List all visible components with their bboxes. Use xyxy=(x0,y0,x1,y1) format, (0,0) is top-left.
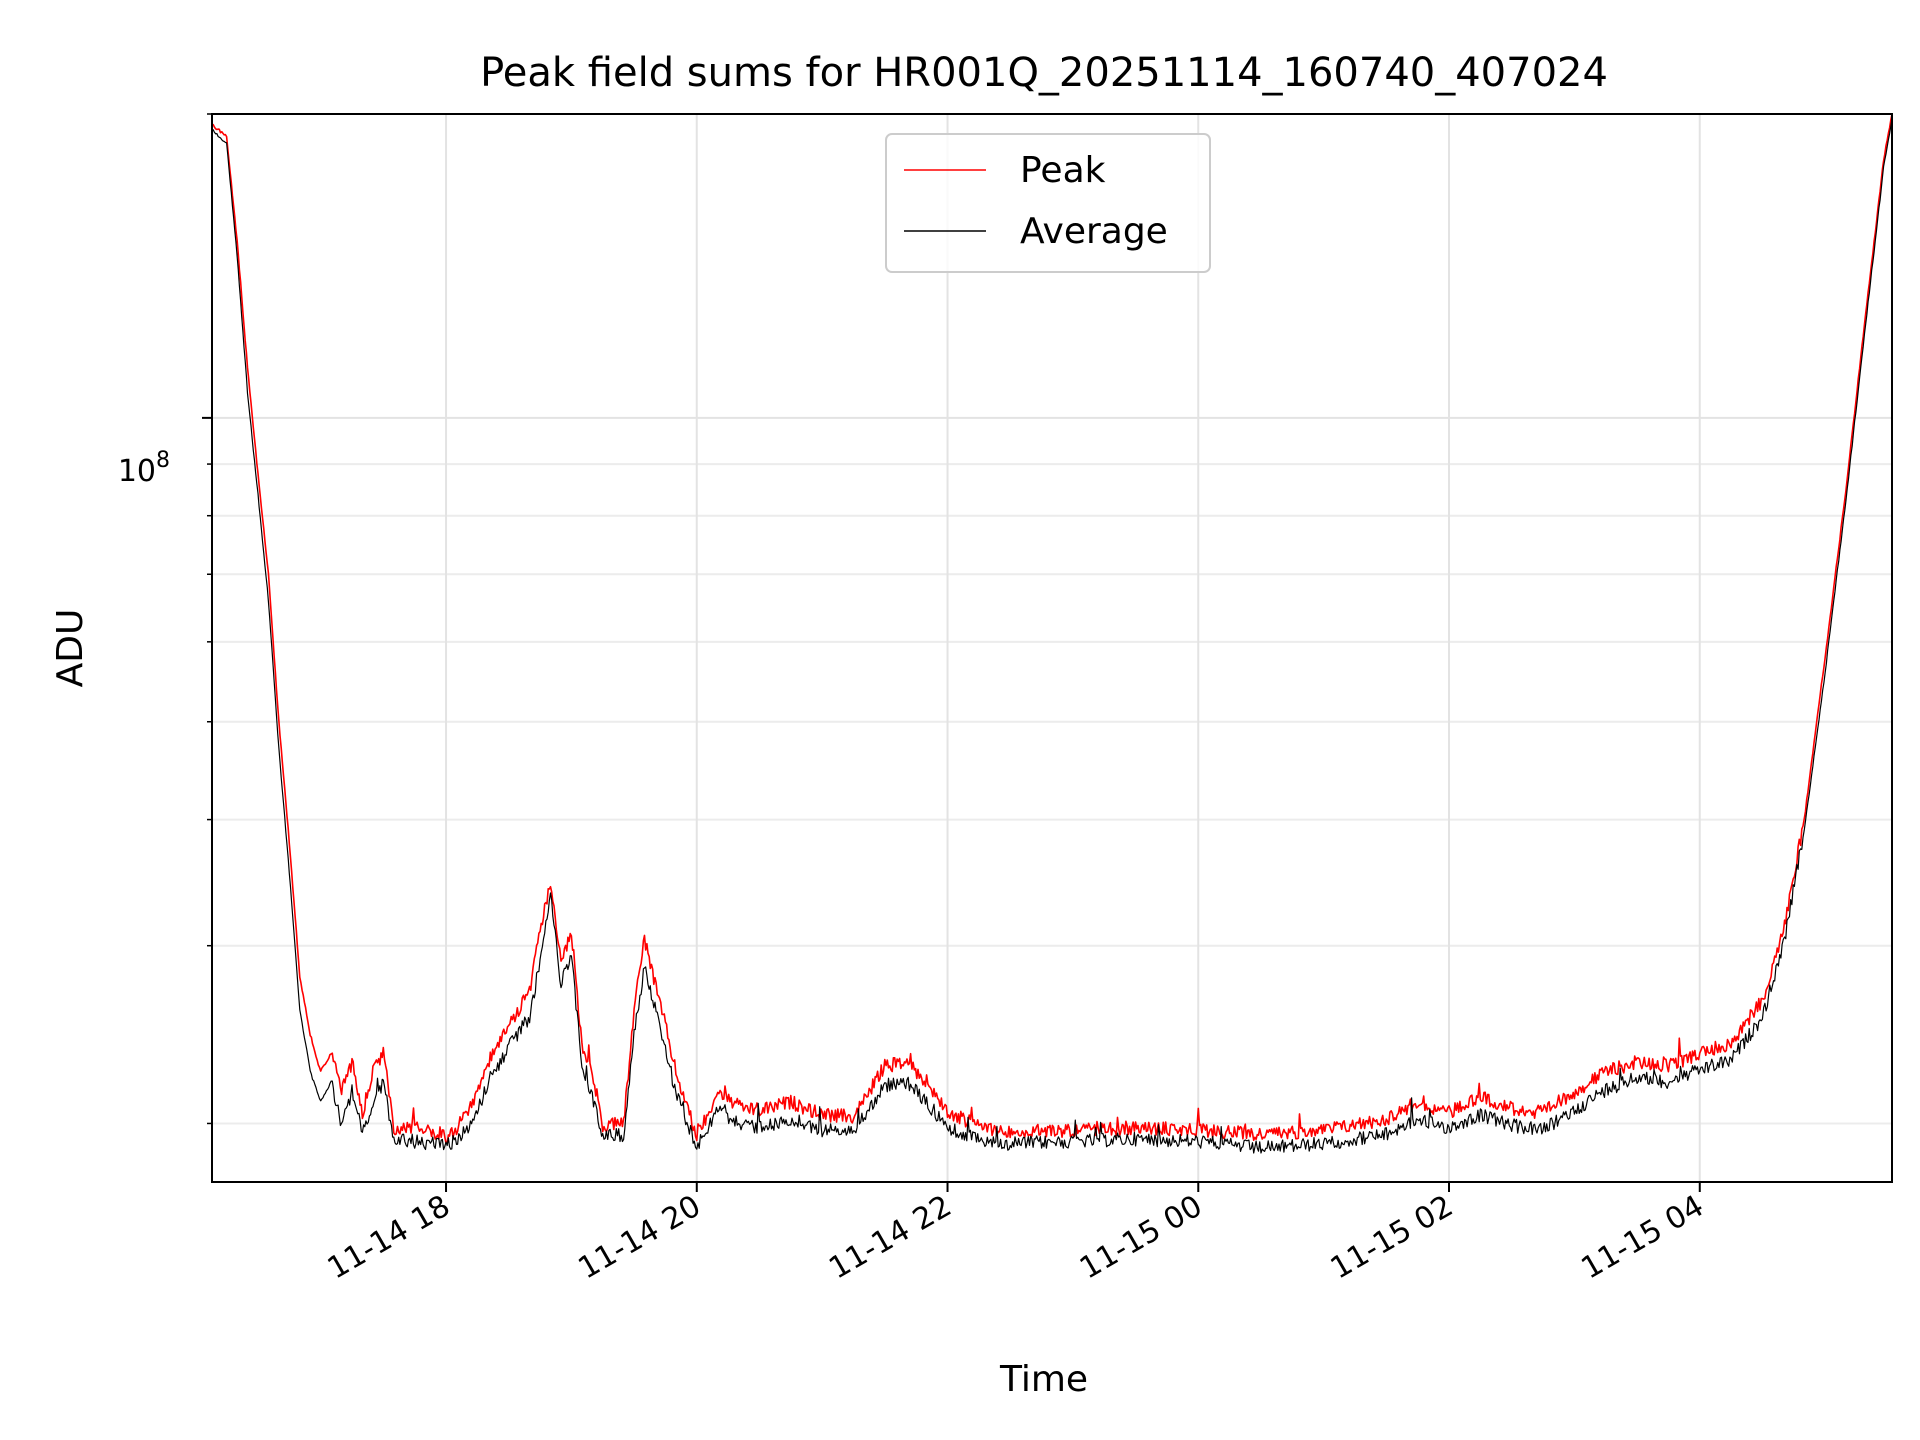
series-peak-line xyxy=(212,114,1892,1144)
x-tick-label: 11-15 02 xyxy=(1325,1189,1459,1287)
y-tick-label-1e8: 108 xyxy=(118,448,170,489)
y-axis-label: ADU xyxy=(50,609,91,688)
legend-box xyxy=(885,133,1211,273)
x-tick-label: 11-15 00 xyxy=(1074,1189,1208,1287)
chart-title: Peak field sums for HR001Q_20251114_1607… xyxy=(480,50,1608,96)
axis-ticks xyxy=(202,113,1701,1192)
x-tick-labels: 11-14 18 11-14 20 11-14 22 11-15 00 11-15 02… xyxy=(322,1189,1710,1287)
x-tick-label: 11-14 20 xyxy=(572,1189,706,1287)
y-tick-label-base: 10 xyxy=(118,454,156,489)
legend-label-peak: Peak xyxy=(1020,150,1106,191)
legend: Peak Average xyxy=(885,133,1211,273)
y-tick-label-exponent: 8 xyxy=(156,448,170,473)
major-gridlines xyxy=(212,114,1892,1182)
x-axis-label: Time xyxy=(999,1359,1088,1400)
legend-label-average: Average xyxy=(1020,211,1168,252)
x-tick-label: 11-14 22 xyxy=(823,1189,957,1287)
series-layer xyxy=(212,114,1892,1154)
series-average-line xyxy=(212,118,1892,1154)
x-tick-label: 11-14 18 xyxy=(322,1189,456,1287)
plot-frame xyxy=(211,113,1893,1183)
x-tick-label: 11-15 04 xyxy=(1575,1189,1709,1287)
